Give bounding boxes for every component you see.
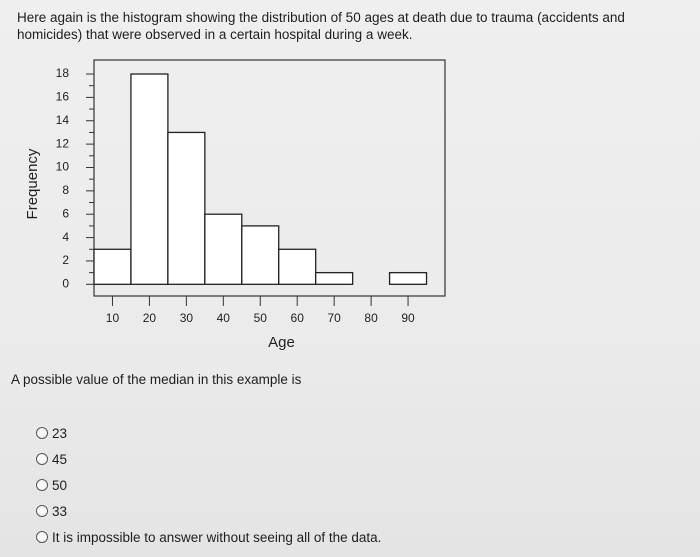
option-33[interactable]: 33 [36, 498, 381, 524]
y-tick-label: 18 [56, 66, 70, 80]
option-label: 33 [52, 503, 68, 519]
y-tick-label: 10 [56, 160, 70, 174]
option-23[interactable]: 23 [36, 420, 381, 446]
x-tick-label: 90 [401, 311, 415, 325]
x-tick-label: 50 [254, 311, 268, 325]
x-tick-label: 10 [106, 311, 120, 325]
y-tick-label: 2 [62, 253, 69, 267]
option-label: 50 [52, 477, 68, 493]
option-label: 23 [52, 425, 68, 441]
y-axis-label: Frequency [24, 148, 41, 219]
y-tick-label: 12 [56, 136, 70, 150]
x-tick-label: 70 [327, 311, 341, 325]
y-tick-label: 16 [56, 90, 70, 104]
radio-button-icon[interactable] [36, 427, 48, 439]
option-label: It is impossible to answer without seein… [52, 529, 382, 545]
option-45[interactable]: 45 [36, 446, 381, 472]
y-tick-label: 0 [62, 276, 69, 290]
option-50[interactable]: 50 [36, 472, 381, 498]
answer-options: 23 45 50 33 It is impossible to answer w… [36, 420, 381, 550]
histogram-bar [241, 225, 280, 285]
histogram-bar [130, 73, 169, 285]
histogram-bar [93, 248, 132, 285]
y-tick-label: 6 [62, 206, 69, 220]
radio-button-icon[interactable] [36, 479, 48, 491]
x-tick-label: 40 [217, 311, 231, 325]
y-tick-label: 8 [62, 183, 69, 197]
x-tick-label: 30 [180, 311, 194, 325]
x-tick-label: 80 [364, 311, 378, 325]
x-tick-label: 20 [143, 311, 157, 325]
plot-frame [93, 59, 446, 297]
prompt-text: A possible value of the median in this e… [11, 372, 302, 387]
histogram-chart: 0 2 4 6 8 10 12 14 16 18 10 20 30 40 50 60 70 80 90 Age Freq… [24, 59, 446, 351]
histogram-bar [204, 213, 243, 285]
radio-button-icon[interactable] [36, 505, 48, 517]
question-text: Here again is the histogram showing the … [17, 10, 625, 42]
x-tick-label: 60 [291, 311, 305, 325]
radio-button-icon[interactable] [36, 531, 48, 543]
histogram-bar [278, 248, 317, 285]
histogram-bar [388, 271, 428, 285]
radio-button-icon[interactable] [36, 453, 48, 465]
y-tick-label: 4 [62, 230, 69, 244]
y-tick-label: 14 [56, 113, 70, 127]
option-impossible[interactable]: It is impossible to answer without seein… [36, 524, 381, 550]
histogram-bar [167, 131, 206, 285]
x-axis-label: Age [268, 334, 295, 351]
histogram-bar [315, 271, 354, 285]
option-label: 45 [52, 451, 68, 467]
